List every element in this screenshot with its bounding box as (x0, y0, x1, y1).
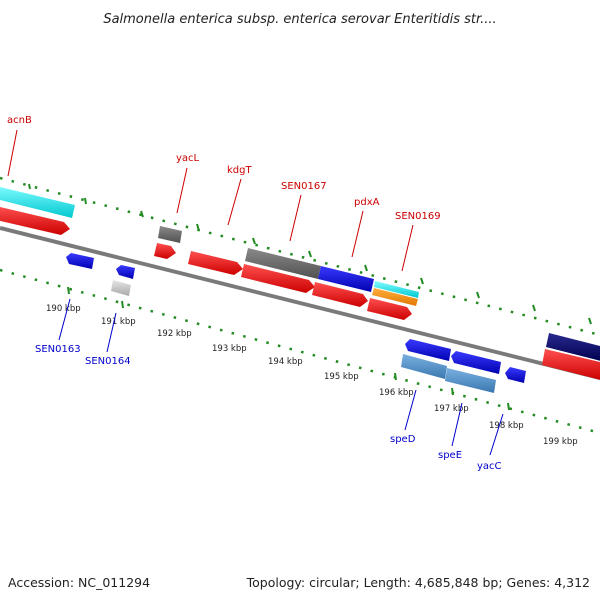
reverse-gene-labels: SEN0163 SEN0164 speD speE yacC (35, 298, 504, 472)
gene-SEN0167[interactable] (245, 248, 321, 279)
upper-tick-scale (0, 176, 600, 337)
leader-line (227, 178, 242, 226)
gene-label-yacL[interactable]: yacL (176, 153, 200, 164)
kbp-label: 197 kbp (434, 404, 469, 414)
leader-line (58, 298, 71, 341)
gene-yacC[interactable] (505, 367, 526, 383)
gene-label-SEN0164[interactable]: SEN0164 (85, 356, 131, 367)
leader-line (351, 210, 364, 258)
kbp-label: 191 kbp (101, 317, 136, 327)
gene-red-right[interactable] (542, 349, 600, 380)
gene-acnB[interactable] (0, 186, 75, 218)
gene-red-5[interactable] (312, 282, 368, 307)
leader-line (289, 194, 302, 242)
gene-SEN0169[interactable] (374, 281, 419, 298)
forward-outer-track (0, 186, 600, 361)
gene-kdgT[interactable] (188, 251, 243, 275)
gene-pdxA[interactable] (318, 266, 374, 292)
gene-speE[interactable] (445, 368, 496, 393)
accession-label: Accession: NC_011294 (8, 575, 150, 590)
kbp-label: 196 kbp (379, 388, 414, 398)
reverse-track (66, 253, 526, 393)
gene-blue-r2[interactable] (451, 351, 501, 374)
gene-SEN0169-orange[interactable] (372, 288, 418, 306)
kbp-label: 195 kbp (324, 372, 359, 382)
gene-label-SEN0169[interactable]: SEN0169 (395, 211, 441, 222)
leader-line (401, 224, 414, 272)
gene-yacL[interactable] (158, 226, 182, 243)
gene-label-yacC[interactable]: yacC (477, 461, 502, 472)
kbp-label: 194 kbp (268, 357, 303, 367)
gene-navy-right[interactable] (546, 333, 600, 361)
gene-red-1[interactable] (0, 206, 70, 235)
gene-label-kdgT[interactable]: kdgT (227, 165, 252, 176)
gene-label-pdxA[interactable]: pdxA (354, 197, 380, 208)
genome-title: Salmonella enterica subsp. enterica sero… (103, 12, 496, 27)
gene-SEN0163[interactable] (66, 253, 94, 269)
gene-label-SEN0167[interactable]: SEN0167 (281, 181, 327, 192)
forward-gene-labels: acnB yacL kdgT SEN0167 pdxA SEN0169 (7, 115, 441, 272)
kbp-labels: 190 kbp 191 kbp 192 kbp 193 kbp 194 kbp … (46, 304, 578, 447)
kbp-label: 190 kbp (46, 304, 81, 314)
kbp-label: 198 kbp (489, 421, 524, 431)
lower-tick-scale (0, 268, 600, 435)
gene-silver[interactable] (111, 280, 131, 296)
gene-red-4[interactable] (241, 264, 315, 293)
genome-backbone (0, 226, 600, 380)
leader-line (489, 413, 504, 456)
gene-label-speE[interactable]: speE (438, 450, 462, 461)
forward-inner-track (0, 206, 600, 380)
leader-line (451, 402, 463, 447)
genome-summary: Topology: circular; Length: 4,685,848 bp… (246, 575, 590, 590)
leader-line (7, 129, 18, 177)
gene-speD[interactable] (401, 354, 447, 379)
kbp-label: 199 kbp (543, 437, 578, 447)
kbp-label: 192 kbp (157, 329, 192, 339)
leader-line (176, 167, 188, 214)
gene-label-SEN0163[interactable]: SEN0163 (35, 344, 81, 355)
gene-label-speD[interactable]: speD (390, 434, 416, 445)
leader-line (404, 389, 417, 431)
gene-SEN0164[interactable] (116, 265, 135, 279)
gene-blue-r1[interactable] (405, 339, 451, 361)
gene-label-acnB[interactable]: acnB (7, 115, 32, 126)
kbp-label: 193 kbp (212, 344, 247, 354)
gene-red-6[interactable] (367, 298, 412, 320)
leader-line (106, 312, 117, 353)
gene-red-2[interactable] (154, 243, 176, 259)
